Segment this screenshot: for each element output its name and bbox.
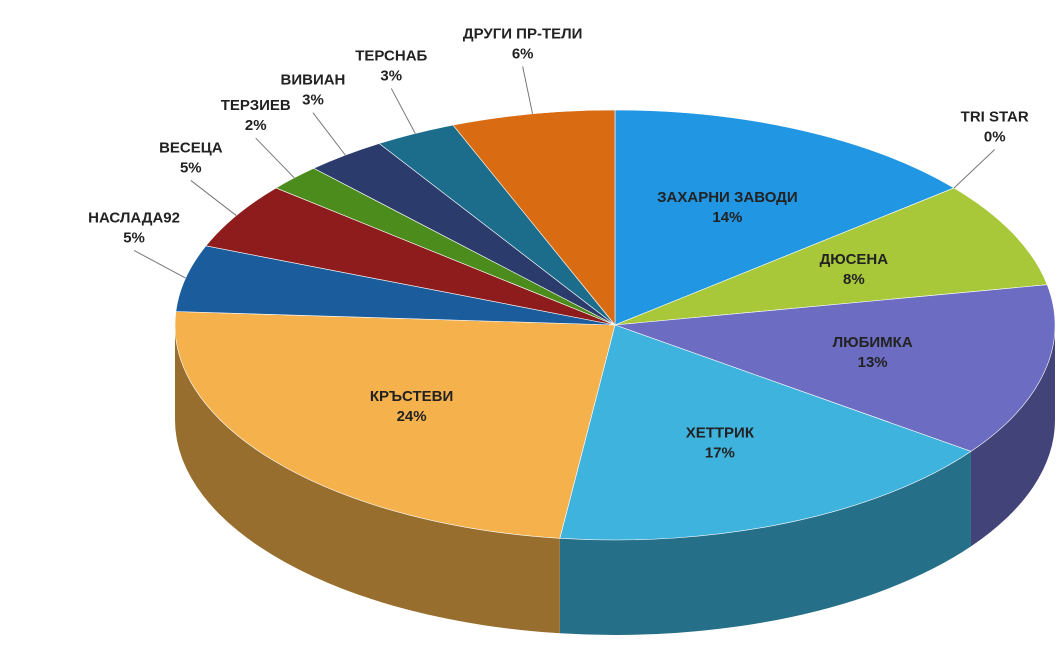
data-label-value: 0% bbox=[984, 128, 1006, 145]
data-label-value: 14% bbox=[712, 209, 742, 226]
data-label-value: 8% bbox=[843, 271, 865, 288]
data-label-name: ТЕРЗИЕВ bbox=[221, 97, 291, 114]
data-label-name: ВЕСЕЦА bbox=[159, 139, 223, 156]
leader-line bbox=[312, 112, 346, 156]
data-label-name: ТЕРСНАБ bbox=[355, 47, 427, 64]
leader-line bbox=[255, 137, 295, 179]
leader-line bbox=[390, 88, 416, 134]
data-label-name: ЛЮБИМКА bbox=[833, 334, 913, 351]
leader-line bbox=[190, 180, 237, 216]
slice-side bbox=[970, 325, 1055, 547]
data-label-value: 5% bbox=[180, 159, 202, 176]
data-label-name: ДРУГИ ПР-ТЕЛИ bbox=[463, 25, 583, 42]
slice bbox=[614, 109, 955, 326]
data-label-value: 3% bbox=[302, 92, 324, 109]
data-label-value: 6% bbox=[512, 45, 534, 62]
slice-side bbox=[175, 325, 560, 634]
data-label-name: ВИВИАН bbox=[281, 72, 346, 89]
slice bbox=[614, 284, 1056, 452]
data-label-name: КРЪСТЕВИ bbox=[370, 388, 453, 405]
leader-line bbox=[522, 66, 534, 114]
slice bbox=[614, 187, 1048, 326]
slice bbox=[559, 324, 972, 541]
data-label-value: 2% bbox=[245, 117, 267, 134]
data-label-name: ЗАХАРНИ ЗАВОДИ bbox=[657, 189, 797, 206]
slice-side bbox=[559, 451, 971, 635]
data-label-value: 13% bbox=[858, 354, 888, 371]
data-label-name: TRI STAR bbox=[961, 108, 1029, 125]
data-label-value: 5% bbox=[123, 229, 145, 246]
leader-line bbox=[133, 250, 186, 279]
data-label-value: 17% bbox=[705, 444, 735, 461]
slice bbox=[174, 311, 616, 539]
data-label-name: ХЕТТРИК bbox=[686, 424, 755, 441]
data-label-name: НАСЛАДА92 bbox=[88, 209, 180, 226]
leader-line bbox=[953, 149, 996, 189]
data-label-value: 24% bbox=[397, 408, 427, 425]
data-label-value: 3% bbox=[380, 67, 402, 84]
data-label-name: ДЮСЕНА bbox=[820, 251, 889, 268]
